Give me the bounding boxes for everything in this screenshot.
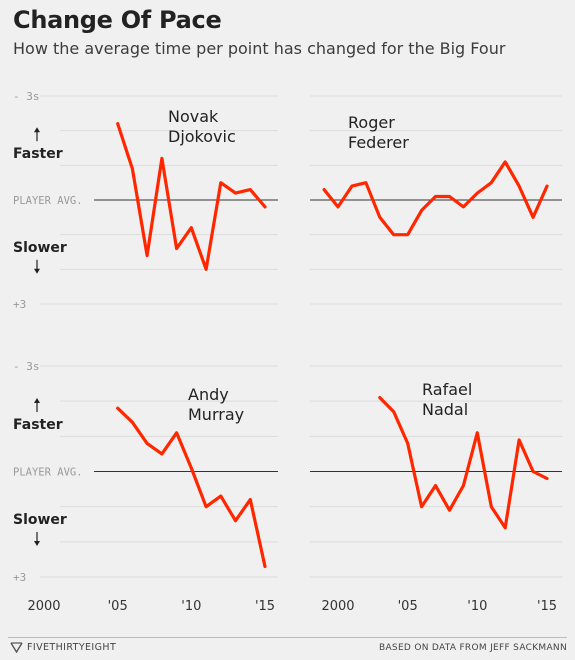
faster-label: Faster (13, 417, 63, 433)
logo-icon (10, 642, 23, 653)
player-name: Nadal (422, 400, 468, 419)
player-name: Novak (168, 107, 219, 126)
y-tick-label: +3 (13, 298, 26, 311)
footer-divider (8, 637, 567, 638)
down-arrow-icon (34, 540, 40, 546)
logo-text: FIVETHIRTYEIGHT (27, 642, 117, 653)
x-tick-label: 2000 (27, 599, 60, 614)
up-arrow-icon (34, 398, 40, 404)
player-name: Murray (188, 405, 244, 424)
player-name: Roger (348, 113, 395, 132)
y-tick-label: - 3s (13, 360, 40, 373)
down-arrow-icon (34, 268, 40, 274)
y-tick-label: - 3s (13, 90, 40, 103)
player-name: Rafael (422, 380, 472, 399)
slower-label: Slower (13, 512, 67, 528)
chart-title: Change Of Pace (13, 6, 222, 34)
x-tick-label: '15 (255, 599, 275, 614)
player-name: Djokovic (168, 127, 236, 146)
x-tick-label: '10 (181, 599, 201, 614)
x-tick-label: '15 (537, 599, 557, 614)
y-tick-label: +3 (13, 571, 26, 584)
player-name: Andy (188, 385, 229, 404)
series-line-andy-murray (116, 406, 267, 569)
fivethirtyeight-logo: FIVETHIRTYEIGHT (10, 642, 116, 653)
series-line-roger-federer (322, 160, 549, 237)
source-credit: BASED ON DATA FROM JEFF SACKMANN (379, 643, 567, 653)
slower-label: Slower (13, 240, 67, 256)
faster-label: Faster (13, 146, 63, 162)
up-arrow-icon (34, 127, 40, 133)
y-tick-label: PLAYER AVG. (13, 467, 83, 479)
y-tick-label: PLAYER AVG. (13, 195, 83, 207)
player-name: Federer (348, 133, 409, 152)
x-tick-label: '05 (398, 599, 418, 614)
x-tick-label: '05 (108, 599, 128, 614)
chart-subtitle: How the average time per point has chang… (13, 39, 506, 58)
x-tick-label: '10 (467, 599, 487, 614)
x-tick-label: 2000 (321, 599, 354, 614)
